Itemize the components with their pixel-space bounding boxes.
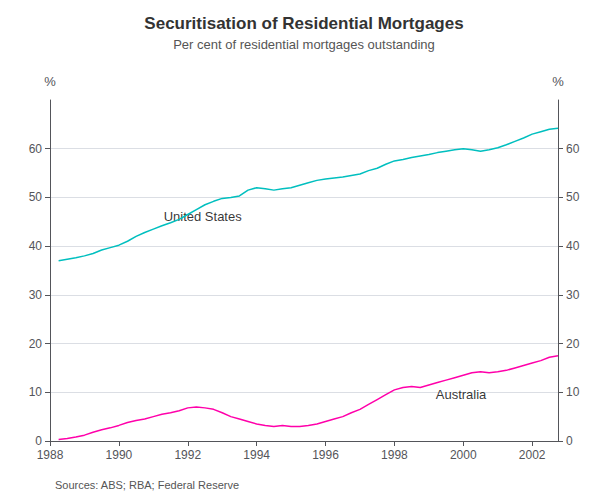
svg-text:Australia: Australia <box>436 387 487 402</box>
svg-text:40: 40 <box>29 239 43 253</box>
svg-text:40: 40 <box>566 239 580 253</box>
svg-text:20: 20 <box>566 337 580 351</box>
svg-text:50: 50 <box>566 190 580 204</box>
svg-text:1990: 1990 <box>106 448 133 462</box>
svg-text:Per cent of residential mortga: Per cent of residential mortgages outsta… <box>173 37 435 52</box>
svg-text:10: 10 <box>566 385 580 399</box>
svg-text:Securitisation of Residential: Securitisation of Residential Mortgages <box>144 14 463 33</box>
svg-text:2002: 2002 <box>519 448 546 462</box>
svg-text:1992: 1992 <box>174 448 201 462</box>
svg-text:10: 10 <box>29 385 43 399</box>
svg-text:1998: 1998 <box>381 448 408 462</box>
svg-text:60: 60 <box>29 142 43 156</box>
svg-text:1994: 1994 <box>243 448 270 462</box>
svg-text:United States: United States <box>164 209 243 224</box>
svg-text:1996: 1996 <box>312 448 339 462</box>
svg-text:50: 50 <box>29 190 43 204</box>
svg-text:0: 0 <box>566 434 573 448</box>
svg-text:1988: 1988 <box>37 448 64 462</box>
svg-text:%: % <box>44 74 56 89</box>
svg-text:Sources: ABS; RBA; Federal Res: Sources: ABS; RBA; Federal Reserve <box>55 479 239 491</box>
svg-text:20: 20 <box>29 337 43 351</box>
svg-text:30: 30 <box>29 288 43 302</box>
svg-text:0: 0 <box>35 434 42 448</box>
svg-text:%: % <box>552 74 564 89</box>
svg-text:2000: 2000 <box>450 448 477 462</box>
svg-text:60: 60 <box>566 142 580 156</box>
svg-text:30: 30 <box>566 288 580 302</box>
